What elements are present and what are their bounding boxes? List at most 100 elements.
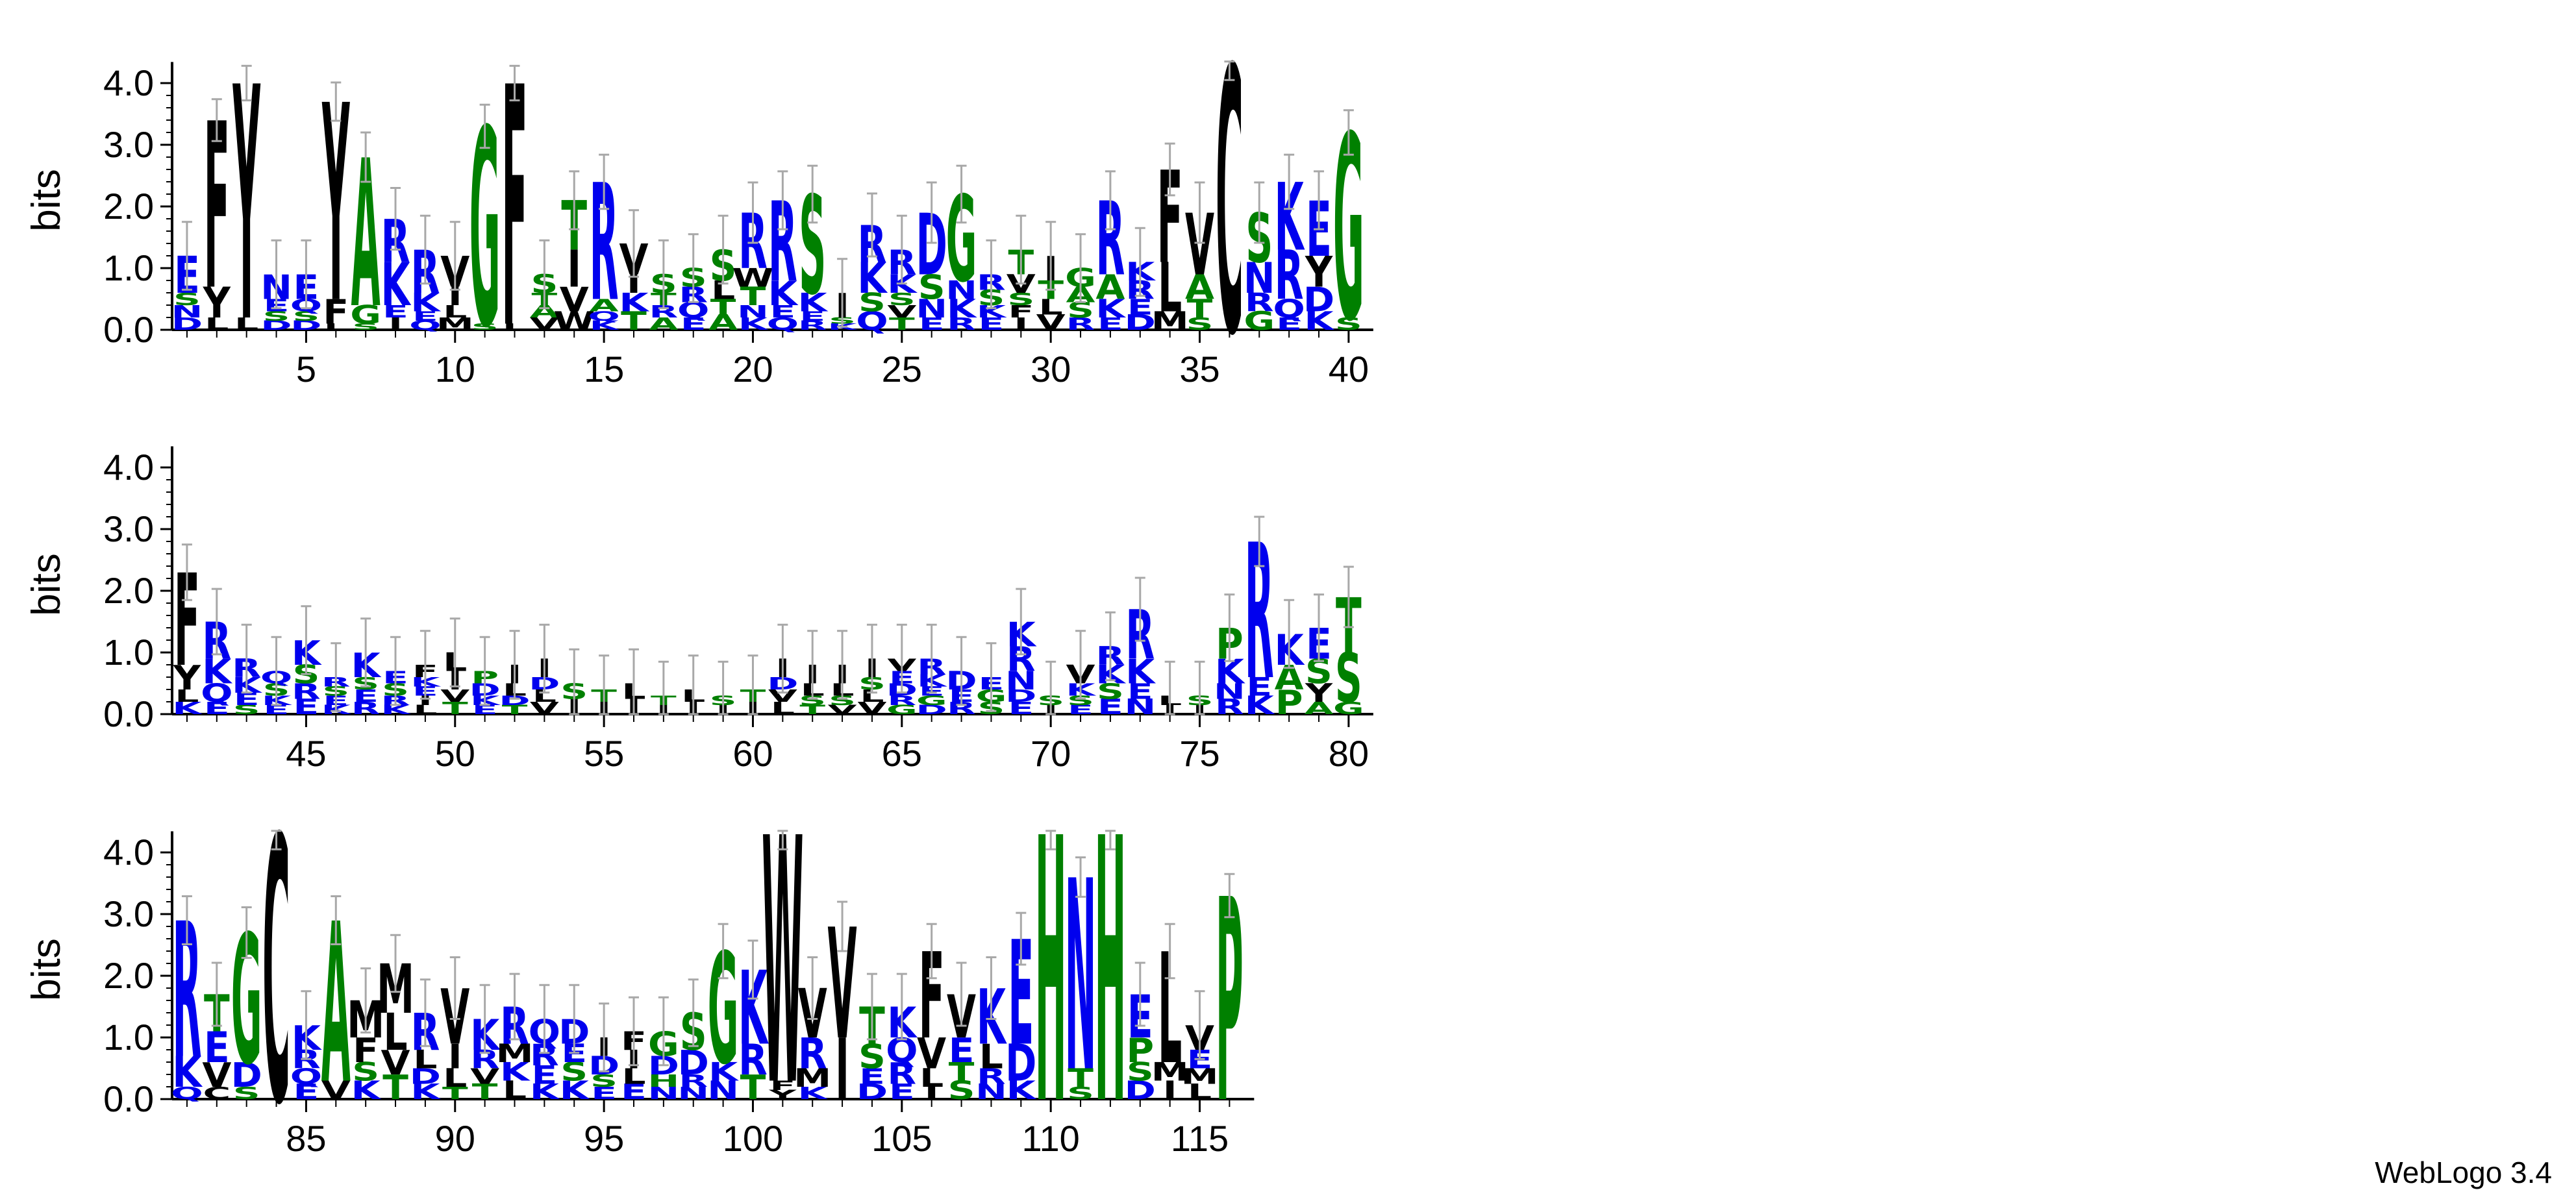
- y-axis-title: bits: [24, 938, 69, 1000]
- logo-letter-R: R: [887, 693, 916, 708]
- logo-letter-C: C: [262, 762, 290, 1185]
- logo-letter-T: T: [889, 314, 915, 334]
- logo-column-40: SG: [1333, 82, 1364, 378]
- logo-column-74: IL: [1158, 660, 1182, 717]
- logo-letter-G: G: [350, 300, 381, 330]
- logo-letter-G: G: [1333, 699, 1364, 719]
- logo-letter-E: E: [1068, 702, 1094, 717]
- y-tick-label: 0.0: [103, 1078, 154, 1119]
- logo-letter-R: R: [977, 1065, 1006, 1089]
- logo-column-54: IS: [560, 648, 588, 719]
- logo-letter-K: K: [1007, 1076, 1037, 1106]
- logo-letter-E: E: [412, 309, 438, 324]
- y-tick-label: 1.0: [103, 1017, 154, 1058]
- logo-letter-S: S: [858, 288, 886, 317]
- logo-letter-S: S: [233, 702, 260, 717]
- logo-letter-H: H: [648, 1071, 680, 1091]
- logo-letter-H: H: [1035, 762, 1067, 1185]
- logo-letter-E: E: [949, 1032, 975, 1071]
- logo-letter-D: D: [1005, 686, 1036, 706]
- logo-letter-T: T: [710, 295, 736, 320]
- logo-letter-T: T: [1068, 1063, 1094, 1093]
- logo-letter-R: R: [798, 1029, 827, 1078]
- x-tick-label: 15: [584, 349, 624, 390]
- logo-letter-S: S: [263, 309, 290, 324]
- logo-letter-R: R: [292, 680, 321, 704]
- logo-letter-I: I: [567, 240, 581, 299]
- logo-letter-S: S: [352, 322, 379, 332]
- logo-column-51: EKDP: [469, 636, 501, 717]
- logo-letter-S: S: [1335, 314, 1362, 334]
- logo-letter-L: L: [205, 314, 229, 334]
- logo-letter-V: V: [381, 1044, 410, 1083]
- logo-letter-F: F: [323, 293, 349, 332]
- logo-column-52: TDLI: [499, 630, 531, 717]
- logo-column-63: VSLI: [828, 630, 858, 717]
- logo-letter-V: V: [530, 314, 559, 334]
- logo-letter-K: K: [590, 318, 620, 333]
- logo-column-111: STN: [1065, 824, 1097, 1130]
- logo-letter-P: P: [1126, 1032, 1154, 1071]
- logo-letter-R: R: [679, 1071, 708, 1091]
- logo-letter-V: V: [828, 702, 858, 717]
- logo-letter-W: W: [553, 306, 595, 336]
- logo-letter-K: K: [560, 1076, 590, 1106]
- logo-letter-F: F: [769, 1078, 795, 1093]
- logo-letter-E: E: [264, 702, 290, 717]
- logo-letter-V: V: [440, 686, 469, 706]
- logo-letter-L: L: [771, 699, 795, 719]
- logo-letter-K: K: [1304, 306, 1334, 336]
- logo-letter-L: L: [1039, 295, 1063, 320]
- logo-letter-Q: Q: [409, 318, 441, 333]
- logo-letter-L: L: [503, 322, 527, 332]
- logo-letter-L: L: [175, 686, 199, 706]
- logo-letter-K: K: [410, 1080, 441, 1104]
- logo-letter-N: N: [1214, 680, 1245, 704]
- x-tick-label: 50: [435, 733, 475, 774]
- logo-column-67: RED: [945, 636, 977, 718]
- logo-letter-R: R: [798, 318, 827, 333]
- logo-column-83: SDG: [231, 898, 262, 1104]
- logo-letter-V: V: [470, 1065, 500, 1089]
- logo-letter-D: D: [857, 1080, 888, 1104]
- logo-letter-D: D: [678, 1044, 709, 1083]
- logo-column-61: LVDI: [767, 623, 798, 719]
- logo-letter-W: W: [732, 263, 773, 293]
- logo-letter-Q: Q: [588, 309, 619, 324]
- logo-letter-K: K: [1245, 691, 1275, 721]
- logo-letter-Y: Y: [1305, 678, 1334, 708]
- y-tick-label: 3.0: [103, 893, 154, 934]
- logo-letter-R: R: [351, 699, 381, 719]
- y-tick-label: 1.0: [103, 632, 154, 673]
- logo-letter-K: K: [172, 699, 203, 719]
- logo-column-110: H: [1035, 762, 1067, 1185]
- logo-letter-L: L: [503, 1076, 527, 1106]
- logo-letter-Y: Y: [203, 279, 231, 328]
- logo-letter-V: V: [321, 1076, 351, 1106]
- logo-letter-S: S: [352, 1057, 379, 1087]
- logo-letter-G: G: [1244, 306, 1275, 336]
- y-tick-label: 3.0: [103, 124, 154, 165]
